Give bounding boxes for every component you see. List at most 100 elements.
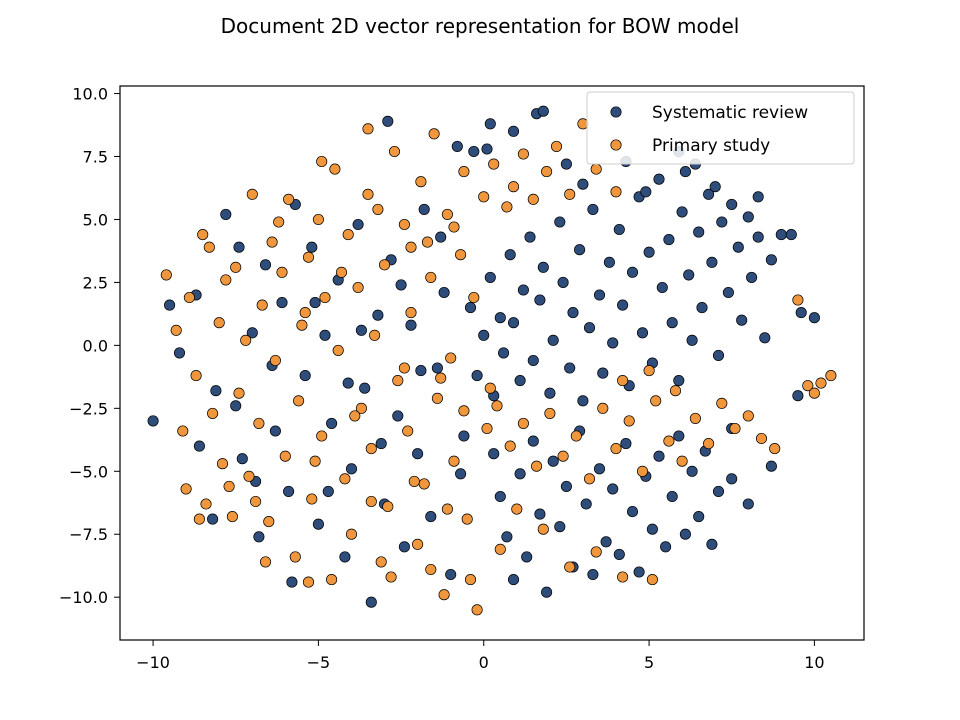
chart-title: Document 2D vector representation for BO… (221, 14, 740, 38)
data-point (309, 297, 321, 309)
data-point (534, 508, 546, 520)
data-point (557, 450, 569, 462)
data-point (375, 438, 387, 450)
data-point (448, 221, 460, 233)
data-point (504, 249, 516, 261)
data-point (795, 307, 807, 319)
data-point (468, 145, 480, 158)
data-point (213, 317, 225, 329)
data-point (164, 299, 176, 311)
data-point (488, 158, 500, 170)
data-point (527, 435, 539, 447)
data-point (613, 223, 625, 236)
data-point (481, 143, 493, 155)
data-point (534, 294, 546, 306)
data-point (517, 417, 529, 429)
data-point (646, 523, 658, 535)
data-point (617, 299, 629, 311)
data-point (180, 483, 192, 495)
data-point (775, 229, 787, 241)
legend-label-primary-study: Primary study (652, 136, 770, 156)
data-point (541, 166, 553, 178)
data-point (369, 329, 381, 341)
data-point (402, 425, 414, 437)
data-point (216, 458, 229, 470)
data-point (405, 319, 417, 331)
data-point (716, 397, 728, 409)
data-point (250, 495, 262, 508)
data-point (408, 475, 420, 487)
data-point (501, 531, 513, 543)
data-point (385, 571, 397, 583)
data-point (501, 201, 513, 213)
data-point (445, 568, 457, 581)
data-point (693, 226, 705, 238)
data-point (593, 463, 606, 475)
data-point (302, 576, 315, 588)
data-point (570, 430, 582, 442)
data-point (276, 297, 288, 309)
data-point (521, 551, 533, 563)
data-point (484, 382, 496, 394)
data-point (405, 307, 417, 319)
data-point (306, 493, 318, 505)
data-point (230, 400, 242, 412)
data-point (792, 390, 804, 402)
x-tick-label: 10 (804, 653, 824, 672)
data-point (392, 410, 404, 422)
data-point (193, 440, 205, 452)
data-point (210, 385, 222, 397)
data-point (583, 322, 596, 334)
data-point (226, 511, 238, 523)
data-point (461, 513, 473, 525)
data-point (342, 229, 354, 241)
data-point (283, 193, 295, 205)
data-point (355, 402, 367, 414)
data-point (597, 367, 609, 379)
data-point (742, 410, 754, 422)
data-point (527, 354, 539, 367)
data-point (610, 186, 622, 198)
data-point (706, 256, 718, 268)
data-point (183, 291, 195, 304)
data-point (689, 412, 701, 424)
data-point (564, 362, 576, 374)
data-point (537, 261, 549, 273)
data-point (650, 395, 662, 407)
data-point (537, 523, 549, 535)
data-point (583, 473, 596, 485)
data-point (170, 324, 182, 336)
data-point (554, 521, 566, 533)
data-point (544, 407, 556, 419)
data-point (438, 589, 450, 601)
data-point (398, 362, 410, 374)
data-point (537, 105, 549, 117)
y-tick-label: −5.0 (69, 462, 108, 481)
data-point (825, 370, 837, 382)
data-point (302, 251, 315, 263)
data-point (306, 241, 318, 253)
data-point (322, 485, 334, 497)
data-point (266, 236, 278, 248)
data-point (752, 231, 764, 243)
data-point (574, 244, 586, 256)
data-point (544, 387, 556, 399)
data-point (246, 327, 258, 339)
data-point (190, 370, 202, 382)
data-point (339, 473, 351, 485)
data-point (418, 478, 430, 490)
data-point (765, 460, 777, 472)
data-point (600, 536, 612, 548)
data-point (660, 541, 672, 553)
data-point (580, 498, 592, 510)
data-point (557, 276, 569, 288)
data-point (507, 574, 520, 586)
data-point (517, 148, 529, 160)
x-tick-label: 0 (479, 653, 489, 672)
data-point (620, 438, 632, 450)
y-tick-label: 5.0 (83, 210, 108, 229)
data-point (173, 347, 186, 359)
data-point (531, 460, 543, 472)
data-point (362, 123, 374, 135)
data-point (742, 498, 754, 510)
